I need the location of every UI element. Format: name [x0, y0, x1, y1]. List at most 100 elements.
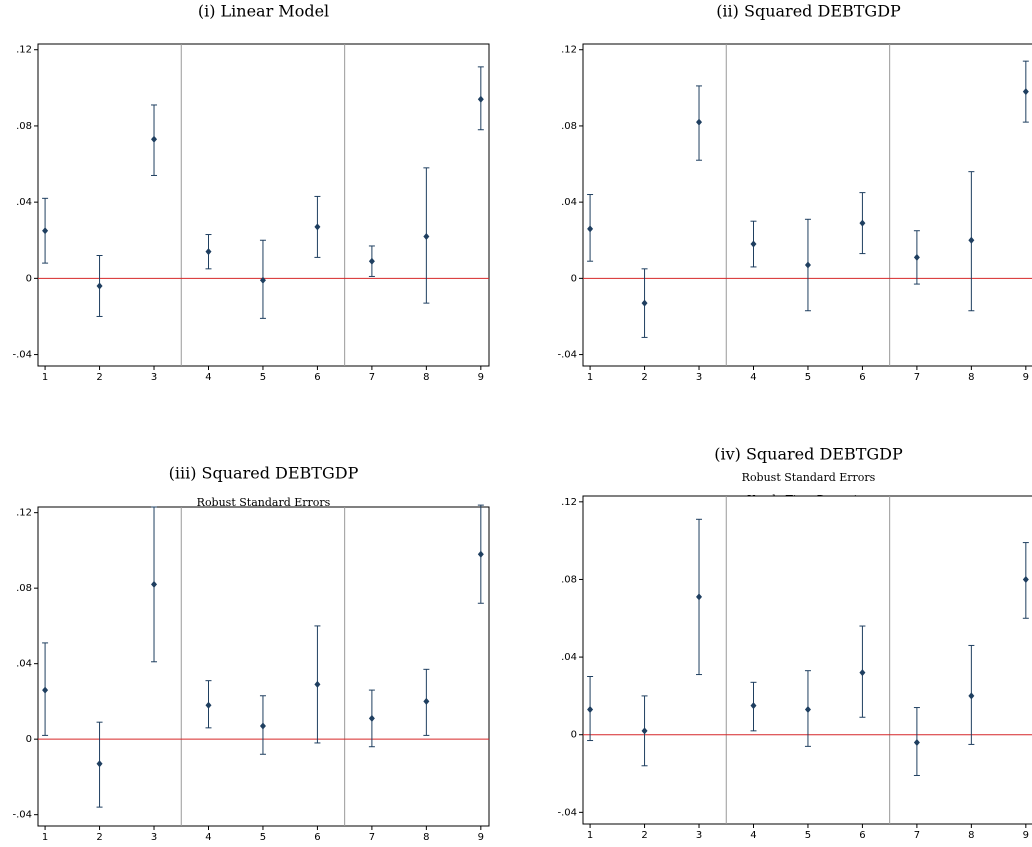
point [151, 580, 158, 588]
plot-area [582, 43, 1032, 367]
y-tick-label: 0 [571, 273, 577, 284]
x-tick-label: 2 [96, 832, 102, 843]
point [96, 282, 103, 290]
point [205, 701, 212, 709]
point [750, 702, 757, 710]
x-tick-label: 8 [968, 830, 974, 841]
point [968, 236, 975, 244]
x-tick-label: 6 [314, 372, 320, 383]
x-tick-label: 2 [96, 372, 102, 383]
chart-subtitle: Robust Standard Errors [197, 496, 331, 509]
point [750, 240, 757, 248]
x-tick-label: 8 [423, 832, 429, 843]
chart-title: (iv) Squared DEBTGDP [714, 445, 903, 464]
x-tick-label: 7 [369, 832, 375, 843]
point [314, 223, 321, 231]
x-tick-label: 3 [151, 832, 157, 843]
point [913, 253, 920, 261]
x-tick-label: 1 [42, 372, 48, 383]
x-tick-label: 8 [423, 372, 429, 383]
point [696, 118, 703, 126]
x-tick-label: 9 [1023, 372, 1029, 383]
plot-area [37, 43, 490, 367]
chart-title: (ii) Squared DEBTGDP [716, 2, 901, 21]
point [205, 248, 212, 256]
y-tick-label: 0 [571, 730, 577, 741]
point [913, 738, 920, 746]
point [259, 722, 266, 730]
x-tick-label: 4 [205, 832, 211, 843]
y-tick-label: .12 [16, 45, 32, 56]
x-tick-label: 6 [859, 372, 865, 383]
y-tick-label: .04 [16, 197, 32, 208]
x-tick-label: 8 [968, 372, 974, 383]
point [968, 692, 975, 700]
point [641, 727, 648, 735]
point [477, 95, 484, 103]
x-tick-label: 3 [696, 830, 702, 841]
x-tick-label: 6 [859, 830, 865, 841]
y-tick-label: -.04 [557, 350, 577, 361]
y-tick-label: .08 [561, 121, 577, 132]
y-tick-label: -.04 [557, 807, 577, 818]
point [42, 686, 49, 694]
y-tick-label: .08 [16, 583, 32, 594]
point [151, 135, 158, 143]
y-tick-label: .12 [561, 45, 577, 56]
y-tick-label: .04 [561, 197, 577, 208]
y-tick-label: -.04 [12, 810, 32, 821]
x-tick-label: 9 [478, 832, 484, 843]
y-tick-label: .12 [16, 508, 32, 519]
x-tick-label: 1 [587, 830, 593, 841]
y-tick-label: .04 [561, 652, 577, 663]
x-tick-label: 2 [641, 830, 647, 841]
y-tick-label: 0 [26, 273, 32, 284]
x-tick-label: 4 [750, 372, 756, 383]
y-tick-label: .12 [561, 497, 577, 508]
x-tick-label: 4 [750, 830, 756, 841]
x-tick-label: 7 [369, 372, 375, 383]
point [259, 276, 266, 284]
point [859, 219, 866, 227]
point [696, 593, 703, 601]
x-tick-label: 9 [478, 372, 484, 383]
chart-title: (iii) Squared DEBTGDP [169, 464, 359, 483]
plot-area [37, 506, 490, 827]
x-tick-label: 5 [805, 372, 811, 383]
point [587, 225, 594, 233]
point [368, 714, 375, 722]
point [804, 261, 811, 269]
x-tick-label: 5 [805, 830, 811, 841]
x-tick-label: 3 [151, 372, 157, 383]
x-tick-label: 1 [587, 372, 593, 383]
x-tick-label: 5 [260, 832, 266, 843]
x-tick-label: 2 [641, 372, 647, 383]
point [423, 697, 430, 705]
point [42, 227, 49, 235]
point [477, 550, 484, 558]
point [859, 669, 866, 677]
x-tick-label: 6 [314, 832, 320, 843]
y-tick-label: .08 [16, 121, 32, 132]
x-tick-label: 9 [1023, 830, 1029, 841]
y-tick-label: 0 [26, 734, 32, 745]
point [1022, 88, 1029, 96]
x-tick-label: 3 [696, 372, 702, 383]
x-tick-label: 5 [260, 372, 266, 383]
point [368, 257, 375, 265]
y-tick-label: -.04 [12, 350, 32, 361]
chart-subtitle: Robust Standard Errors [742, 471, 876, 484]
point [804, 705, 811, 713]
point [314, 680, 321, 688]
y-tick-label: .04 [16, 659, 32, 670]
point [641, 299, 648, 307]
point [423, 232, 430, 240]
point [1022, 575, 1029, 583]
point [96, 760, 103, 768]
point [587, 705, 594, 713]
x-tick-label: 7 [914, 372, 920, 383]
chart-title: (i) Linear Model [198, 2, 329, 21]
x-tick-label: 4 [205, 372, 211, 383]
y-tick-label: .08 [561, 574, 577, 585]
